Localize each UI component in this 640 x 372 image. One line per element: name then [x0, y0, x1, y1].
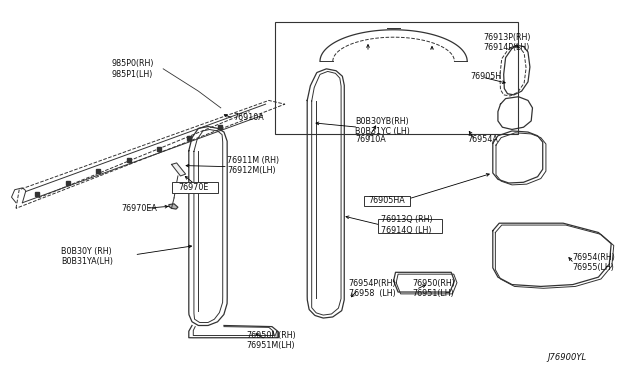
- Text: 76913Q (RH)
76914Q (LH): 76913Q (RH) 76914Q (LH): [381, 215, 433, 235]
- Polygon shape: [169, 204, 178, 209]
- Text: 76954(RH)
76955(LH): 76954(RH) 76955(LH): [573, 253, 616, 272]
- Text: 76970EA: 76970EA: [122, 204, 157, 213]
- FancyBboxPatch shape: [378, 219, 442, 232]
- Text: 76950(RH)
76951(LH): 76950(RH) 76951(LH): [413, 279, 456, 298]
- Text: B0B30Y (RH)
B0B31YA(LH): B0B30Y (RH) B0B31YA(LH): [61, 247, 113, 266]
- Text: 76910A: 76910A: [355, 135, 386, 144]
- Text: 76910A: 76910A: [234, 113, 264, 122]
- Text: 76954A: 76954A: [467, 135, 498, 144]
- Text: 76950M(RH)
76951M(LH): 76950M(RH) 76951M(LH): [246, 331, 296, 350]
- Text: 76911M (RH)
76912M(LH): 76911M (RH) 76912M(LH): [227, 156, 279, 175]
- Text: 985P0(RH)
985P1(LH): 985P0(RH) 985P1(LH): [112, 59, 154, 78]
- Text: 76970E: 76970E: [178, 183, 208, 192]
- FancyBboxPatch shape: [172, 182, 218, 193]
- Text: B0B30YB(RH)
B0B31YC (LH): B0B30YB(RH) B0B31YC (LH): [355, 117, 410, 136]
- Text: 76954P(RH)
76958  (LH): 76954P(RH) 76958 (LH): [349, 279, 396, 298]
- Text: 76905H: 76905H: [470, 72, 502, 81]
- Text: 76905HA: 76905HA: [368, 196, 404, 205]
- Bar: [275, 22, 518, 134]
- FancyBboxPatch shape: [364, 196, 410, 206]
- Text: 76913P(RH)
76914P(LH): 76913P(RH) 76914P(LH): [483, 33, 531, 52]
- Polygon shape: [172, 163, 186, 176]
- Text: J76900YL: J76900YL: [547, 353, 586, 362]
